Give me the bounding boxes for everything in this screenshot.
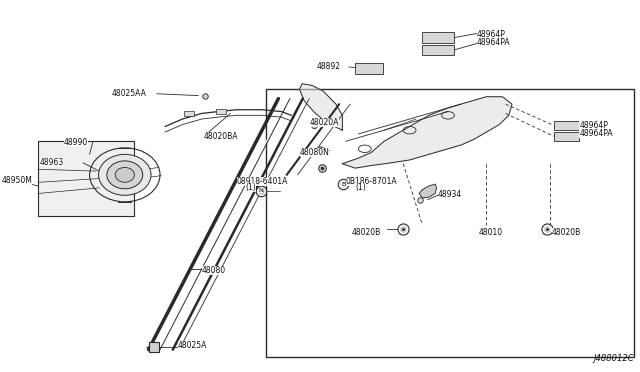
Text: 48020BA: 48020BA (204, 132, 238, 141)
Bar (38, 141, 134, 216)
Text: 48892: 48892 (316, 62, 340, 71)
Text: 48020A: 48020A (310, 118, 339, 127)
Text: 48080: 48080 (202, 266, 226, 275)
Text: 48964PA: 48964PA (579, 129, 613, 138)
Text: N: N (259, 188, 264, 193)
Text: 48964PA: 48964PA (477, 38, 511, 47)
Text: 48020B: 48020B (552, 228, 581, 237)
Bar (422, 32, 454, 43)
Text: 48010: 48010 (479, 228, 503, 237)
Bar (216, 109, 226, 114)
Text: 48963: 48963 (40, 158, 64, 167)
Ellipse shape (115, 167, 134, 182)
Ellipse shape (107, 161, 143, 189)
Text: 48080N: 48080N (300, 148, 330, 157)
Text: 48025A: 48025A (178, 341, 207, 350)
Text: 48964P: 48964P (579, 121, 608, 130)
Bar (554, 121, 579, 130)
Bar (184, 111, 194, 116)
Polygon shape (342, 97, 512, 168)
Text: (1): (1) (355, 183, 366, 192)
Text: 48964P: 48964P (477, 30, 506, 39)
Polygon shape (300, 84, 342, 130)
Text: 48934: 48934 (438, 190, 462, 199)
Text: 08918-6401A: 08918-6401A (237, 177, 288, 186)
Text: 0B186-8701A: 0B186-8701A (346, 177, 397, 186)
Bar (355, 63, 383, 74)
Polygon shape (419, 184, 436, 198)
Text: 48950M: 48950M (1, 176, 32, 185)
Bar (422, 45, 454, 55)
Text: 48025AA: 48025AA (112, 89, 147, 98)
Ellipse shape (99, 154, 151, 195)
Text: J488012C: J488012C (593, 354, 634, 363)
Text: 48020B: 48020B (352, 228, 381, 237)
Text: (1): (1) (245, 183, 256, 192)
Text: 48990: 48990 (64, 138, 88, 147)
Bar (266, 89, 634, 357)
Bar (554, 132, 579, 141)
Text: B: B (341, 182, 345, 187)
